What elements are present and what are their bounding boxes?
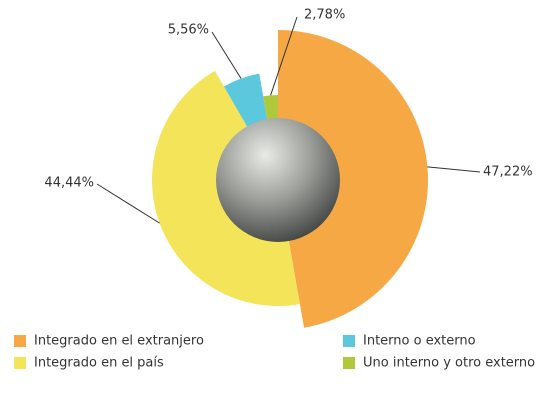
data-label: 2,78%: [304, 8, 345, 23]
pie-slice: [278, 30, 429, 328]
legend-swatch: [14, 335, 26, 347]
center-sphere: [216, 118, 340, 242]
data-label: 5,56%: [168, 23, 209, 38]
legend-swatch: [14, 357, 26, 369]
leader-line: [211, 31, 242, 79]
legend-swatch: [343, 335, 355, 347]
legend-label: Integrado en el país: [34, 356, 164, 371]
leader-line: [427, 166, 481, 173]
leader-line: [96, 183, 160, 224]
legend-swatch: [343, 357, 355, 369]
legend-label: Uno interno y otro externo: [363, 356, 535, 371]
leader-line: [270, 16, 298, 96]
data-label: 44,44%: [44, 176, 94, 191]
legend-label: Interno o externo: [363, 334, 476, 349]
legend-label: Integrado en el extranjero: [34, 334, 204, 349]
data-label: 47,22%: [483, 165, 533, 180]
